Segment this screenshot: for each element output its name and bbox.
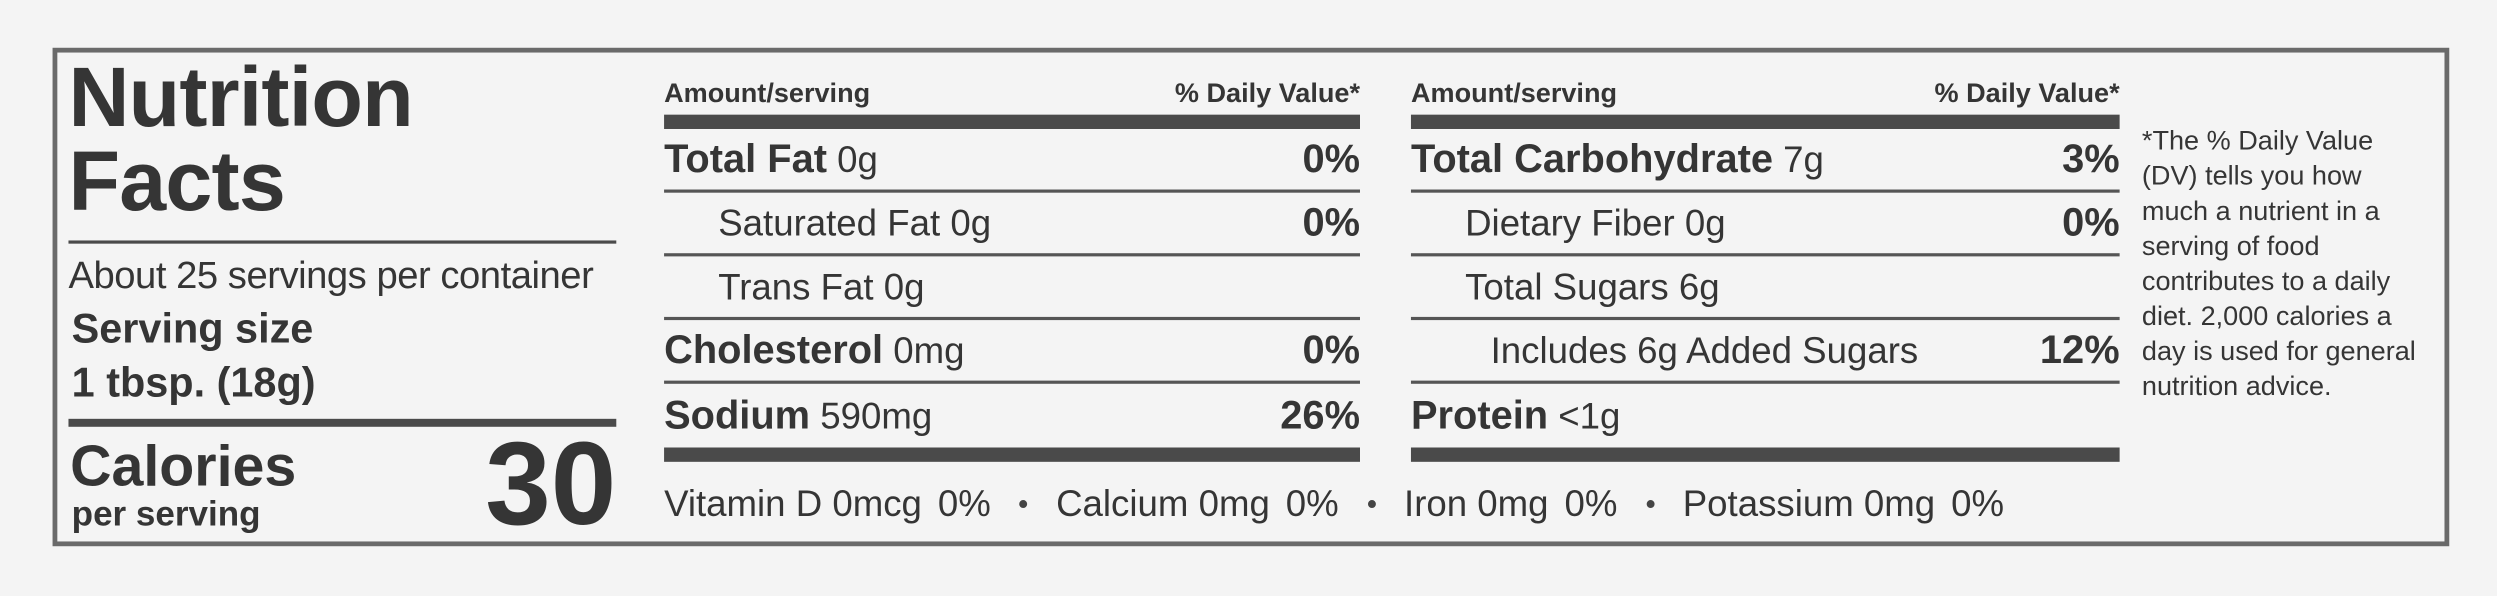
vitamin-name: Iron 0mg [1404,482,1549,524]
thick-bar [664,114,1360,129]
serving-size-label: Serving size [71,304,314,352]
nutrient-amount: <1g [1558,394,1621,436]
separator [1019,500,1028,509]
nutrient-dv: 0% [1302,327,1360,372]
rows: Total Carbohydrate 7g 3% Dietary Fiber 0g… [1410,129,2120,448]
nutrient-dv: 0% [1302,136,1360,181]
vitamin-dv: 0% [1285,482,1339,524]
nutrient-row: Total Carbohydrate 7g 3% [1410,129,2120,193]
nutrient-dv: 12% [2039,327,2120,372]
vitamin-dv: 0% [1564,482,1618,524]
header-dv: % Daily Value* [1934,77,2120,108]
nutrient-amount: 7g [1783,137,1824,180]
calories-value: 30 [485,417,617,550]
vitamin-name: Calcium 0mg [1056,482,1270,524]
thick-bar [1410,447,2120,462]
vitamins: Vitamin D 0mcg 0% Calcium 0mg 0% Iron 0mg 0… [664,483,2004,526]
separator [1646,500,1655,509]
nutrient-row: Protein <1g [1411,384,2120,448]
label-border [52,47,2450,547]
separator [1367,500,1376,509]
header-amount: Amount/serving [664,77,871,108]
footnote: *The % Daily Value (DV) tells you how mu… [2141,125,2416,402]
header-dv: % Daily Value* [1174,77,1360,108]
nutrient-dv: 3% [2062,136,2120,181]
nutrient-amount: 0g [837,137,878,180]
column-header: Amount/serving % Daily Value* [664,72,1360,115]
nutrient-name: Includes 6g Added Sugars [1490,328,1919,371]
nutrient-amount: 0mg [893,328,965,371]
nutrient-row: Trans Fat 0g [664,256,1360,321]
divider [68,240,617,244]
nutrient-row: Includes 6g Added Sugars 12% [1410,320,2120,384]
title: Facts [68,135,285,230]
nutrient-name: Saturated Fat 0g [718,201,992,243]
column-header: Amount/serving % Daily Value* [1411,72,2120,115]
nutrient-row: Dietary Fiber 0g 0% [1410,193,2120,257]
nutrient-name: Sodium [664,392,811,438]
serving-size: 1 tbsp. (18g) [71,358,316,407]
nutrient-row: Total Sugars 6g [1410,256,2120,321]
nutrient-amount: 590mg [820,394,933,436]
calories-label: Calories [70,433,297,499]
rows: Total Fat 0g 0% Saturated Fat 0g 0% Trans … [664,129,1360,448]
nutrient-dv: 0% [2062,199,2120,245]
thick-bar [664,447,1360,462]
calories-sub: per serving [71,493,261,534]
nutrient-row: Total Fat 0g 0% [664,129,1360,193]
nutrient-row: Cholesterol 0mg 0% [664,320,1360,384]
vitamin-name: Potassium 0mg [1682,482,1936,524]
nutrient-name: Dietary Fiber 0g [1465,201,1726,243]
nutrient-column: Amount/serving % Daily Value* Total Carbo… [1410,72,2120,462]
nutrient-name: Total Carbohydrate [1410,136,1773,181]
nutrient-name: Trans Fat 0g [718,265,925,307]
nutrient-row: Sodium 590mg 26% [664,384,1360,448]
header-amount: Amount/serving [1410,77,1618,108]
vitamin-dv: 0% [937,482,991,524]
thick-divider [68,418,617,427]
vitamin-dv: 0% [1951,482,2005,524]
nutrient-name: Cholesterol [664,327,884,372]
thick-bar [1410,114,2120,129]
nutrient-name: Protein [1410,392,1549,438]
nutrient-name: Total Fat [664,136,828,181]
servings: About 25 servings per container [68,254,594,298]
vitamin-name: Vitamin D 0mcg [664,482,922,524]
nutrient-name: Total Sugars 6g [1465,265,1720,307]
nutrient-dv: 26% [1280,392,1360,438]
nutrient-column: Amount/serving % Daily Value* Total Fat 0… [664,72,1360,462]
nutrient-row: Saturated Fat 0g 0% [664,193,1360,257]
title: Nutrition [68,50,413,145]
nutrient-dv: 0% [1302,199,1360,245]
